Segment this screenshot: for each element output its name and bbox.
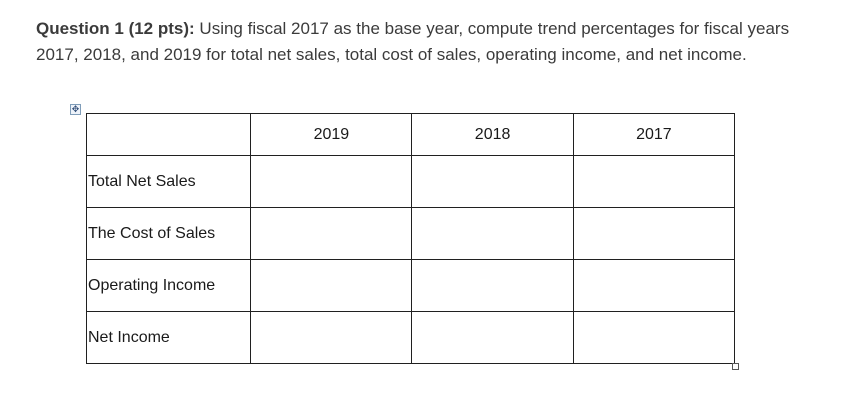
table-row: Net Income [85,311,736,364]
table-header-row: 2019 2018 2017 [85,113,736,156]
cell-cost-of-sales-2019[interactable] [250,207,413,260]
cell-operating-income-2017[interactable] [572,259,736,312]
trend-table: 2019 2018 2017 Total Net Sales The Cost … [85,113,736,364]
table-row: Total Net Sales [85,155,736,208]
cell-total-net-sales-2019[interactable] [250,155,413,208]
cell-operating-income-2019[interactable] [250,259,413,312]
cell-operating-income-2018[interactable] [411,259,574,312]
header-cell-2019[interactable]: 2019 [250,113,413,156]
cell-total-net-sales-2017[interactable] [572,155,736,208]
row-label-cost-of-sales[interactable]: The Cost of Sales [85,207,252,260]
header-cell-2018[interactable]: 2018 [411,113,574,156]
row-label-net-income[interactable]: Net Income [85,311,252,364]
row-label-operating-income[interactable]: Operating Income [85,259,252,312]
move-arrows-icon[interactable]: ✥ [70,104,81,115]
row-label-total-net-sales[interactable]: Total Net Sales [85,155,252,208]
header-cell-corner[interactable] [85,113,252,156]
resize-square-icon[interactable] [732,363,739,370]
cell-cost-of-sales-2017[interactable] [572,207,736,260]
question-text: Question 1 (12 pts): Using fiscal 2017 a… [36,16,826,68]
question-label: Question 1 (12 pts): [36,19,195,38]
cell-net-income-2018[interactable] [411,311,574,364]
table-row: The Cost of Sales [85,207,736,260]
table-row: Operating Income [85,259,736,312]
header-cell-2017[interactable]: 2017 [572,113,736,156]
cell-total-net-sales-2018[interactable] [411,155,574,208]
question-body: Using fiscal 2017 as the base year, comp… [36,19,790,64]
cell-cost-of-sales-2018[interactable] [411,207,574,260]
cell-net-income-2017[interactable] [572,311,736,364]
cell-net-income-2019[interactable] [250,311,413,364]
